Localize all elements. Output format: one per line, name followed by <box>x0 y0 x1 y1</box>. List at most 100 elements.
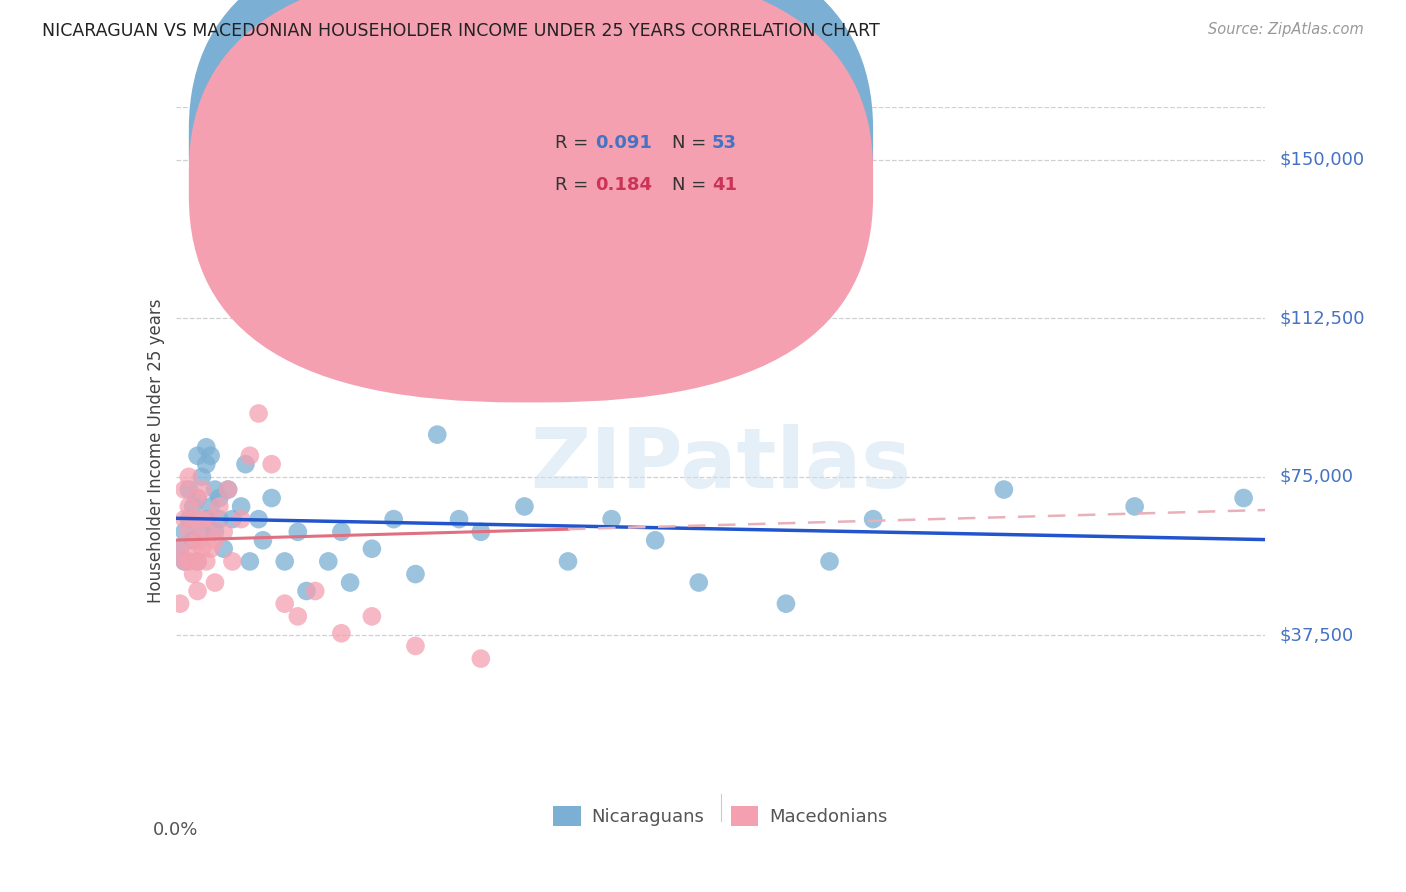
Point <box>221 512 243 526</box>
Point <box>186 491 209 505</box>
Point <box>330 626 353 640</box>
Point <box>169 597 191 611</box>
Point <box>252 533 274 548</box>
Point <box>173 512 195 526</box>
Point <box>247 512 270 526</box>
Point <box>247 407 270 421</box>
Point <box>360 541 382 556</box>
Point <box>1123 500 1146 514</box>
Point <box>304 584 326 599</box>
Point <box>217 483 239 497</box>
Text: 41: 41 <box>711 176 737 194</box>
Point <box>862 512 884 526</box>
Point <box>200 541 222 556</box>
Point <box>339 575 361 590</box>
Point <box>195 440 218 454</box>
Point <box>818 554 841 568</box>
Point <box>513 500 536 514</box>
Point <box>191 512 214 526</box>
Point <box>181 512 204 526</box>
Point <box>775 597 797 611</box>
Point <box>231 500 253 514</box>
Point <box>186 491 209 505</box>
Point <box>644 533 666 548</box>
Point <box>600 512 623 526</box>
Text: N =: N = <box>672 135 711 153</box>
Legend: Nicaraguans, Macedonians: Nicaraguans, Macedonians <box>547 798 894 833</box>
Text: NICARAGUAN VS MACEDONIAN HOUSEHOLDER INCOME UNDER 25 YEARS CORRELATION CHART: NICARAGUAN VS MACEDONIAN HOUSEHOLDER INC… <box>42 22 880 40</box>
Text: ZIPatlas: ZIPatlas <box>530 424 911 505</box>
Point <box>186 584 209 599</box>
Point <box>204 483 226 497</box>
Point <box>191 470 214 484</box>
Text: Source: ZipAtlas.com: Source: ZipAtlas.com <box>1208 22 1364 37</box>
Point <box>447 512 470 526</box>
FancyBboxPatch shape <box>188 0 873 361</box>
Point <box>169 541 191 556</box>
Point <box>208 500 231 514</box>
Point <box>217 483 239 497</box>
Point <box>208 512 231 526</box>
Point <box>295 584 318 599</box>
Point <box>239 554 262 568</box>
Point <box>186 554 209 568</box>
Point <box>688 575 710 590</box>
Point <box>177 554 200 568</box>
Point <box>173 554 195 568</box>
Point <box>208 491 231 505</box>
Point <box>212 524 235 539</box>
Point <box>177 470 200 484</box>
Point <box>287 524 309 539</box>
Text: R =: R = <box>555 135 593 153</box>
Text: N =: N = <box>672 176 711 194</box>
Point <box>181 567 204 582</box>
Point <box>177 500 200 514</box>
Point <box>204 524 226 539</box>
Point <box>557 279 579 293</box>
Point <box>186 554 209 568</box>
Point <box>200 500 222 514</box>
Point <box>470 524 492 539</box>
Point <box>173 524 195 539</box>
Text: 53: 53 <box>711 135 737 153</box>
Point <box>330 524 353 539</box>
Point <box>235 457 257 471</box>
Point <box>177 483 200 497</box>
Point <box>177 512 200 526</box>
Point <box>221 554 243 568</box>
Point <box>470 651 492 665</box>
Point <box>260 491 283 505</box>
Point <box>318 554 340 568</box>
Point <box>993 483 1015 497</box>
Point <box>382 512 405 526</box>
Point <box>173 554 195 568</box>
Point <box>287 609 309 624</box>
Text: 0.184: 0.184 <box>595 176 652 194</box>
Point <box>195 457 218 471</box>
Point <box>274 554 297 568</box>
Point <box>204 533 226 548</box>
Point <box>200 512 222 526</box>
Point <box>186 449 209 463</box>
Point <box>212 541 235 556</box>
Point <box>181 533 204 548</box>
Point <box>169 541 191 556</box>
Point <box>173 483 195 497</box>
Point <box>204 575 226 590</box>
Point <box>191 524 214 539</box>
Point <box>200 449 222 463</box>
Text: 0.091: 0.091 <box>595 135 652 153</box>
Point <box>260 457 283 471</box>
Text: 0.0%: 0.0% <box>153 822 198 839</box>
Text: $37,500: $37,500 <box>1279 626 1354 644</box>
Text: $75,000: $75,000 <box>1279 468 1354 486</box>
Point <box>191 541 214 556</box>
Text: R =: R = <box>555 176 593 194</box>
Point <box>181 500 204 514</box>
Point <box>426 427 449 442</box>
Point <box>274 597 297 611</box>
Text: $150,000: $150,000 <box>1279 151 1364 169</box>
Point <box>239 449 262 463</box>
Point <box>195 554 218 568</box>
Y-axis label: Householder Income Under 25 years: Householder Income Under 25 years <box>146 298 165 603</box>
